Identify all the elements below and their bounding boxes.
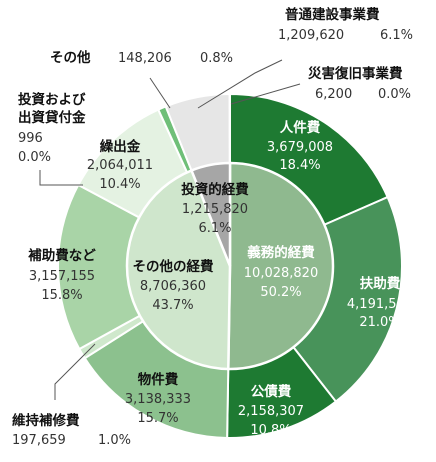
label-futsu-value: 1,209,620 — [278, 28, 344, 43]
inner-ring — [125, 161, 335, 371]
label-jinken-name: 人件費 — [280, 119, 321, 136]
label-jinken-value: 3,679,008 — [267, 140, 333, 155]
label-sonotakei-value: 8,706,360 — [140, 279, 206, 294]
label-saigai-percent: 0.0% — [378, 87, 411, 102]
label-sonotakei-name: その他の経費 — [133, 258, 214, 275]
label-sonota-percent: 0.8% — [200, 51, 233, 66]
label-iji-percent: 1.0% — [98, 433, 131, 448]
label-saigai-value: 6,200 — [315, 87, 352, 102]
label-toshikei-percent: 6.1% — [198, 221, 231, 236]
inner-slice-1 — [125, 168, 232, 371]
label-jinken-percent: 18.4% — [279, 158, 320, 173]
label-bukken-value: 3,138,333 — [125, 392, 191, 407]
label-bukken-name: 物件費 — [138, 371, 179, 388]
label-kosai-percent: 10.8% — [250, 423, 291, 438]
outer-ring — [57, 92, 403, 439]
label-kosai-name: 公債費 — [251, 383, 292, 400]
label-sonota-value: 148,206 — [118, 51, 172, 66]
label-futsu-percent: 6.1% — [380, 28, 413, 43]
leader-toshi — [39, 170, 83, 186]
label-fujo-percent: 21.0% — [359, 315, 400, 330]
leader-lines — [39, 59, 301, 400]
label-toshikei-value: 1,215,820 — [182, 202, 248, 217]
label-kuri-percent: 10.4% — [99, 177, 140, 192]
label-gimu-percent: 50.2% — [260, 285, 301, 300]
label-toshikei-name: 投資的経費 — [181, 181, 249, 198]
leader-saigai — [230, 83, 301, 105]
label-kuri-name: 繰出金 — [100, 138, 141, 155]
label-fujo-name: 扶助費 — [360, 275, 401, 292]
label-hojo-percent: 15.8% — [41, 288, 82, 303]
label-kuri-value: 2,064,011 — [87, 158, 153, 173]
label-sonotakei-percent: 43.7% — [152, 298, 193, 313]
label-hojo-name: 補助費など — [27, 247, 96, 264]
label-fujo-value: 4,191,505 — [347, 297, 413, 312]
label-sonota-name: その他 — [50, 49, 91, 66]
label-kosai-value: 2,158,307 — [238, 404, 304, 419]
label-toshi-name-1: 投資および — [18, 91, 86, 108]
leader-futsu — [197, 59, 283, 109]
label-futsu-name: 普通建設事業費 — [285, 6, 380, 23]
inner-slice-0 — [226, 161, 335, 371]
label-gimu-name: 義務的経費 — [247, 244, 315, 261]
leader-iji — [54, 343, 96, 400]
label-toshi-value: 996 — [18, 131, 43, 146]
label-bukken-percent: 15.7% — [137, 411, 178, 426]
label-toshi-name-2: 出資貸付金 — [18, 109, 86, 126]
inner-slice-2 — [189, 161, 232, 267]
label-iji-value: 197,659 — [12, 433, 66, 448]
label-iji-name: 維持補修費 — [12, 412, 80, 429]
label-saigai-name: 災害復旧事業費 — [307, 65, 403, 82]
label-hojo-value: 3,157,155 — [29, 269, 95, 284]
label-gimu-value: 10,028,820 — [244, 266, 318, 281]
leader-sonota — [149, 77, 171, 109]
label-toshi-percent: 0.0% — [18, 150, 51, 165]
